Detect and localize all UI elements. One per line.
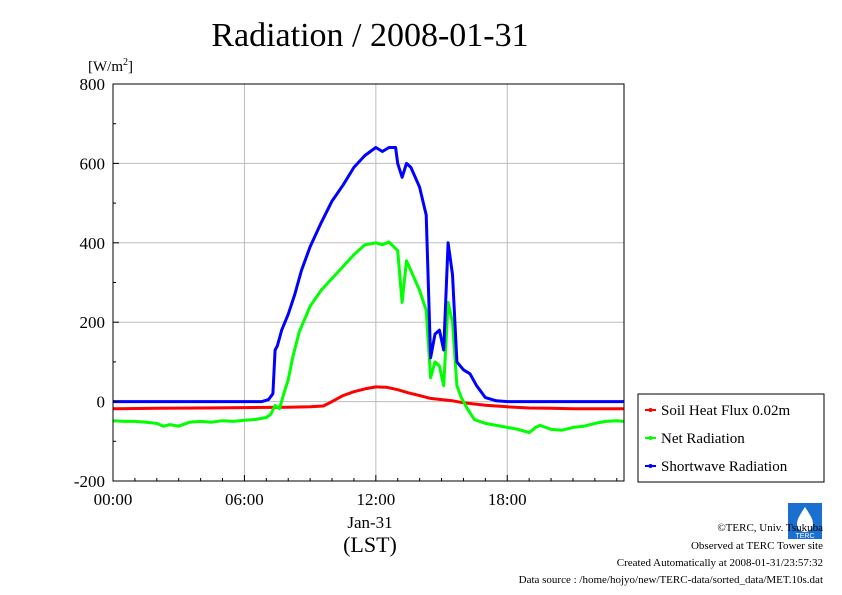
- created-text: Created Automatically at 2008-01-31/23:5…: [617, 557, 823, 569]
- y-tick-label: 600: [80, 154, 106, 173]
- legend-box: [637, 393, 825, 483]
- x-date-label: Jan-31: [347, 513, 392, 532]
- legend-marker-1: [648, 408, 653, 412]
- terc-logo: TERC: [788, 503, 822, 540]
- series-line-1: [112, 385, 624, 411]
- series-group: [112, 146, 625, 435]
- x-axis-label: (LST): [343, 532, 397, 557]
- y-tick-label: 200: [80, 313, 106, 332]
- legend-marker-2: [648, 436, 653, 440]
- y-tick-label: 0: [97, 393, 106, 412]
- observed-text: Observed at TERC Tower site: [691, 540, 823, 552]
- chart-title: Radiation / 2008-01-31: [211, 17, 528, 54]
- y-tick-label: 800: [80, 75, 106, 94]
- y-tick-label: 400: [80, 234, 106, 253]
- y-axis-unit: [W/m2]: [88, 57, 133, 75]
- series-line-2: [112, 240, 625, 435]
- x-tick-label: 12:00: [356, 490, 395, 509]
- x-tick-label: 18:00: [488, 490, 527, 509]
- legend: Soil Heat Flux 0.02m Net Radiation Shortwa…: [637, 393, 825, 483]
- x-tick-label: 00:00: [94, 490, 133, 509]
- y-tick-label: -200: [74, 472, 105, 491]
- series-line-3: [113, 146, 624, 404]
- axis-ticks: -200 0 200 400 600 800 00:00 06:00 12:00 18:00: [74, 75, 618, 509]
- logo-text: TERC: [795, 533, 814, 540]
- legend-label-2: Net Radiation: [661, 431, 745, 447]
- legend-label-1: Soil Heat Flux 0.02m: [661, 403, 791, 419]
- water-drop-icon: [797, 507, 813, 532]
- legend-marker-3: [648, 464, 653, 468]
- copyright-text: ©TERC, Univ. Tsukuba: [717, 522, 823, 534]
- legend-label-3: Shortwave Radiation: [661, 459, 788, 475]
- source-text: Data source : /home/hojyo/new/TERC-data/…: [519, 574, 823, 586]
- x-tick-label: 06:00: [225, 490, 264, 509]
